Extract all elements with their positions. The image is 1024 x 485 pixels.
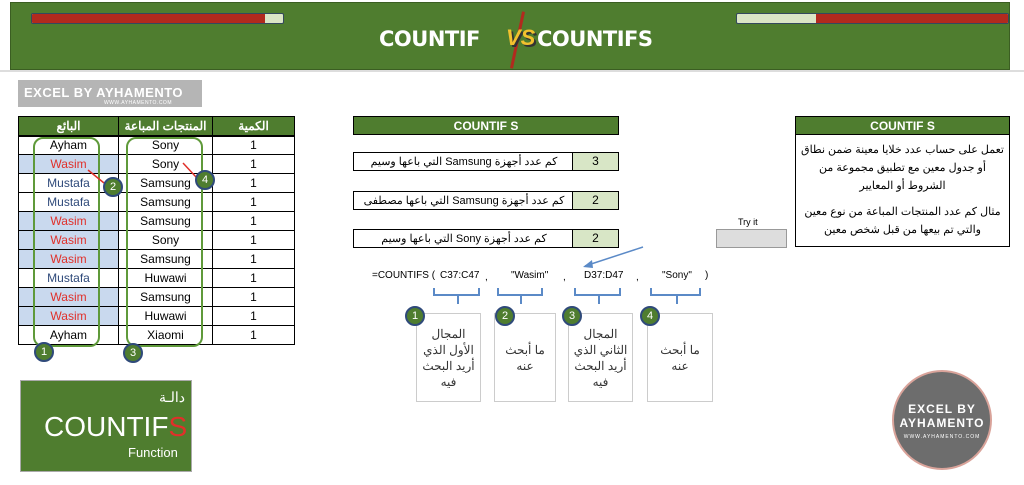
countifs-title: COUNTIFS [537,27,653,51]
product-cell[interactable]: Samsung [118,249,213,269]
question-text: كم عدد أجهزة Sony التي باعها وسيم [381,233,547,245]
arg-note-3: المجال الثاني الذي أريد البحث فيه [568,313,633,402]
circle-logo-url: WWW.AYHAMENTO.COM [903,434,981,440]
arrows [87,162,197,184]
brand-logo: EXCEL BY AYHAMENTO WWW.AYHAMENTO.COM [18,80,202,107]
note-marker-4: 4 [640,306,660,326]
formula-sep: , [636,272,639,283]
left-progress-bar [31,13,284,24]
function-sub: Function [128,445,178,460]
seller-cell[interactable]: Mustafa [18,173,119,193]
description-header: COUNTIF S [795,116,1010,135]
question-row-1: كم عدد أجهزة Samsung التي باعها وسيم 3 [353,152,619,171]
bracket-3 [574,288,621,304]
seller-cell[interactable]: Wasim [18,287,119,307]
try-it-label: Try it [738,217,758,227]
table-row: Wasim Huwawi 1 [18,306,295,326]
circle-logo: EXCEL BY AYHAMENTO WWW.AYHAMENTO.COM [892,370,992,470]
description-text: تعمل على حساب عدد خلايا معينة ضمن نطاق أ… [801,144,1004,192]
product-cell[interactable]: Sony [118,230,213,250]
arg-note-1: المجال الأول الذي أريد البحث فيه [416,313,481,402]
product-cell[interactable]: Samsung [118,287,213,307]
right-progress-bar [736,13,1009,24]
arrow-to-wasim [87,169,105,184]
bracket-4 [650,288,701,304]
product-cell[interactable]: Samsung [118,211,213,231]
description-box: COUNTIF S تعمل على حساب عدد خلايا معينة … [795,116,1010,247]
logo-text: EXCEL BY AYHAMENTO [24,85,184,100]
countif-title: COUNTIF [379,27,480,51]
col-qty: الكمية [212,116,295,137]
table-row: Wasim Samsung 1 [18,249,295,269]
answer-cell[interactable]: 2 [572,230,618,247]
example-text: مثال كم عدد المنتجات المباعة من نوع معين… [804,206,1001,236]
marker-3: 3 [123,343,143,363]
formula-text: =COUNTIFS ( [372,270,435,281]
question-row-3: كم عدد أجهزة Sony التي باعها وسيم 2 [353,229,619,248]
seller-cell[interactable]: Wasim [18,154,119,174]
note-marker-2: 2 [495,306,515,326]
function-name-main: COUNTIF [44,411,169,442]
table-row: Wasim Samsung 1 [18,211,295,231]
formula-arrow [583,246,644,268]
product-cell[interactable]: Xiaomi [118,325,213,345]
formula-arg-2: "Wasim" [511,270,549,281]
note-marker-3: 3 [562,306,582,326]
col-seller: البائع [18,116,119,137]
logo-url: WWW.AYHAMENTO.COM [103,100,172,106]
answer-cell[interactable]: 3 [572,153,618,170]
vs-label: VS [506,25,536,50]
table-row: Mustafa Samsung 1 [18,192,295,212]
marker-2: 2 [103,177,123,197]
question-text: كم عدد أجهزة Samsung التي باعها مصطفى [363,195,565,207]
formula-sep: , [485,272,488,283]
marker-4: 4 [195,170,215,190]
arg-note-2: ما أبحث عنه [494,313,556,402]
table-row: Wasim Sony 1 [18,230,295,250]
qty-cell[interactable]: 1 [212,287,295,307]
function-card: دالـة COUNTIFS Function [20,380,192,472]
range-highlight-2 [126,137,203,347]
formula-arg-4: "Sony" [662,270,692,281]
qty-cell[interactable]: 1 [212,325,295,345]
arg-note-4: ما أبحث عنه [647,313,713,402]
formula-arg-3: D37:D47 [584,270,624,281]
question-row-2: كم عدد أجهزة Samsung التي باعها مصطفى 2 [353,191,619,210]
sales-table: البائع المنتجات المباعة الكمية Ayham Sony… [18,116,295,345]
table-row: Ayham Xiaomi 1 [18,325,295,345]
range-highlight-1 [33,137,100,347]
circle-logo-line1: EXCEL BY [908,402,976,416]
function-arabic: دالـة [159,389,185,405]
note-marker-1: 1 [405,306,425,326]
col-products: المنتجات المباعة [118,116,213,137]
seller-cell[interactable]: Wasim [18,306,119,326]
function-name: COUNTIFS [44,411,187,443]
table-row: Wasim Sony 1 [18,154,295,174]
qty-cell[interactable]: 1 [212,306,295,326]
circle-logo-line2: AYHAMENTO [899,416,985,430]
formula-sep: , [563,272,566,283]
answer-cell[interactable]: 2 [572,192,618,209]
bracket-2 [497,288,543,304]
formula-fn: =COUNTIFS ( [372,270,436,281]
divider [0,70,1024,72]
panel-header: COUNTIF S [353,116,619,135]
table-row: Ayham Sony 1 [18,135,295,155]
question-text: كم عدد أجهزة Samsung التي باعها وسيم [370,156,558,168]
try-it-input[interactable] [716,229,787,248]
function-name-accent: S [168,411,188,442]
seller-cell[interactable]: Wasim [18,249,119,269]
marker-1: 1 [34,342,54,362]
formula-close: ) [705,270,709,281]
formula-arg-1: C37:C47 [440,270,480,281]
bracket-1 [433,288,480,304]
arrow-to-sony [182,162,197,178]
header-banner: COUNTIF VS COUNTIFS [10,2,1010,70]
seller-cell[interactable]: Wasim [18,211,119,231]
